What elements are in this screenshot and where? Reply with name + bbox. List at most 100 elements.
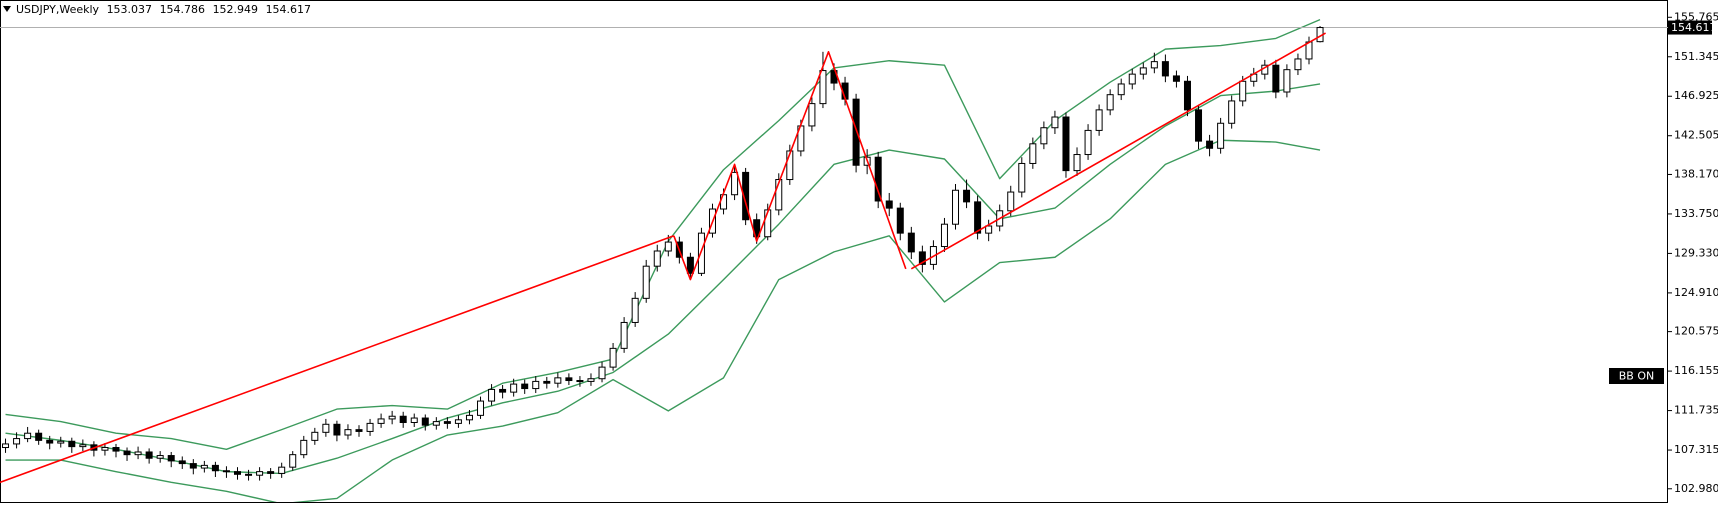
candle-body bbox=[211, 464, 219, 472]
symbol-menu-arrow[interactable] bbox=[3, 6, 11, 12]
candle-body bbox=[366, 422, 374, 432]
candle-body bbox=[35, 432, 43, 441]
candle-body bbox=[1139, 67, 1147, 75]
trend-line bbox=[673, 51, 907, 281]
chart-header: USDJPY,Weekly 153.037 154.786 152.949 15… bbox=[16, 3, 311, 16]
candle-body bbox=[79, 444, 87, 448]
candle-body bbox=[311, 431, 319, 441]
candle-body bbox=[123, 450, 131, 456]
candle-body bbox=[465, 414, 473, 421]
candle-body bbox=[974, 201, 982, 234]
candle-body bbox=[664, 241, 672, 252]
candle-body bbox=[1018, 162, 1026, 193]
candle-body bbox=[952, 189, 960, 225]
candle-body bbox=[46, 439, 54, 444]
candle-body bbox=[278, 466, 286, 474]
candle-body bbox=[1183, 80, 1191, 111]
candle-body bbox=[819, 70, 827, 105]
candle-body bbox=[1073, 154, 1081, 172]
candle-body bbox=[13, 438, 21, 445]
y-tick-label: 124.910 bbox=[1674, 286, 1718, 299]
candle-body bbox=[1206, 140, 1214, 149]
candle-body bbox=[697, 232, 705, 274]
candle-body bbox=[985, 225, 993, 234]
candle-body bbox=[245, 473, 253, 476]
candle-body bbox=[289, 454, 297, 468]
candle-body bbox=[1195, 109, 1203, 142]
candle-body bbox=[587, 378, 595, 382]
candle-body bbox=[443, 421, 451, 424]
candle-body bbox=[918, 251, 926, 265]
candle-body bbox=[532, 380, 540, 390]
candle-body bbox=[896, 207, 904, 234]
candle-body bbox=[200, 464, 208, 469]
y-tick-label: 129.330 bbox=[1674, 246, 1718, 259]
candle-body bbox=[963, 189, 971, 203]
candle-body bbox=[421, 417, 429, 426]
candle-body bbox=[852, 98, 860, 166]
band-lower bbox=[5, 139, 1321, 502]
candle-body bbox=[1172, 75, 1180, 82]
indicator-badge bbox=[1609, 368, 1664, 384]
candle-body bbox=[1084, 129, 1092, 156]
candle-body bbox=[1106, 94, 1114, 111]
candle-body bbox=[68, 440, 76, 448]
current-price-box bbox=[1668, 20, 1712, 35]
symbol: USDJPY,Weekly bbox=[16, 3, 100, 16]
candle-body bbox=[432, 421, 440, 426]
header-high: 154.786 bbox=[160, 3, 206, 16]
trend-line bbox=[0, 235, 675, 484]
y-tick-label: 102.980 bbox=[1674, 482, 1718, 495]
candle-body bbox=[874, 156, 882, 202]
candle-body bbox=[222, 470, 230, 473]
candle-body bbox=[454, 419, 462, 424]
candle-body bbox=[1062, 116, 1070, 172]
candle-body bbox=[642, 265, 650, 299]
candle-body bbox=[565, 377, 573, 382]
candle-body bbox=[477, 400, 485, 416]
header-close: 154.617 bbox=[266, 3, 312, 16]
candle-body bbox=[499, 388, 507, 393]
candle-body bbox=[1283, 69, 1291, 93]
candle-body bbox=[686, 256, 694, 274]
candle-body bbox=[885, 200, 893, 209]
candle-body bbox=[1095, 109, 1103, 131]
candle-body bbox=[1029, 143, 1037, 164]
header-open: 153.037 bbox=[107, 3, 153, 16]
candle-body bbox=[344, 429, 352, 436]
candle-body bbox=[134, 451, 142, 456]
candle-body bbox=[300, 439, 308, 456]
indicator-label: BB ON bbox=[1619, 370, 1654, 383]
plot-frame bbox=[0, 0, 1668, 503]
candle-body bbox=[1128, 73, 1136, 85]
trend-line bbox=[910, 32, 1326, 270]
y-tick-label: 146.925 bbox=[1674, 89, 1718, 102]
candle-body bbox=[322, 423, 330, 433]
candle-body bbox=[731, 171, 739, 196]
candle-body bbox=[333, 423, 341, 436]
candle-body bbox=[1294, 58, 1302, 71]
y-tick-label: 142.505 bbox=[1674, 129, 1718, 142]
candle-body bbox=[554, 377, 562, 384]
y-tick-label: 151.345 bbox=[1674, 50, 1718, 63]
candle-body bbox=[521, 383, 529, 390]
y-tick-label: 107.315 bbox=[1674, 443, 1718, 456]
y-tick-label: 155.765 bbox=[1674, 10, 1718, 23]
candle-body bbox=[57, 440, 65, 444]
candle-body bbox=[167, 455, 175, 462]
y-tick-label: 138.170 bbox=[1674, 167, 1718, 180]
candle-body bbox=[1040, 127, 1048, 145]
candle-body bbox=[156, 455, 164, 459]
candle-body bbox=[1272, 64, 1280, 93]
candle-body bbox=[1051, 116, 1059, 129]
y-tick-label: 133.750 bbox=[1674, 207, 1718, 220]
candle-body bbox=[488, 388, 496, 402]
current-price-label: 154.617 bbox=[1671, 21, 1717, 34]
candle-body bbox=[189, 463, 197, 469]
candle-body bbox=[510, 383, 518, 393]
candle-body bbox=[1007, 191, 1015, 212]
candle-body bbox=[2, 443, 10, 449]
candle-body bbox=[1217, 122, 1225, 149]
candle-body bbox=[576, 380, 584, 383]
